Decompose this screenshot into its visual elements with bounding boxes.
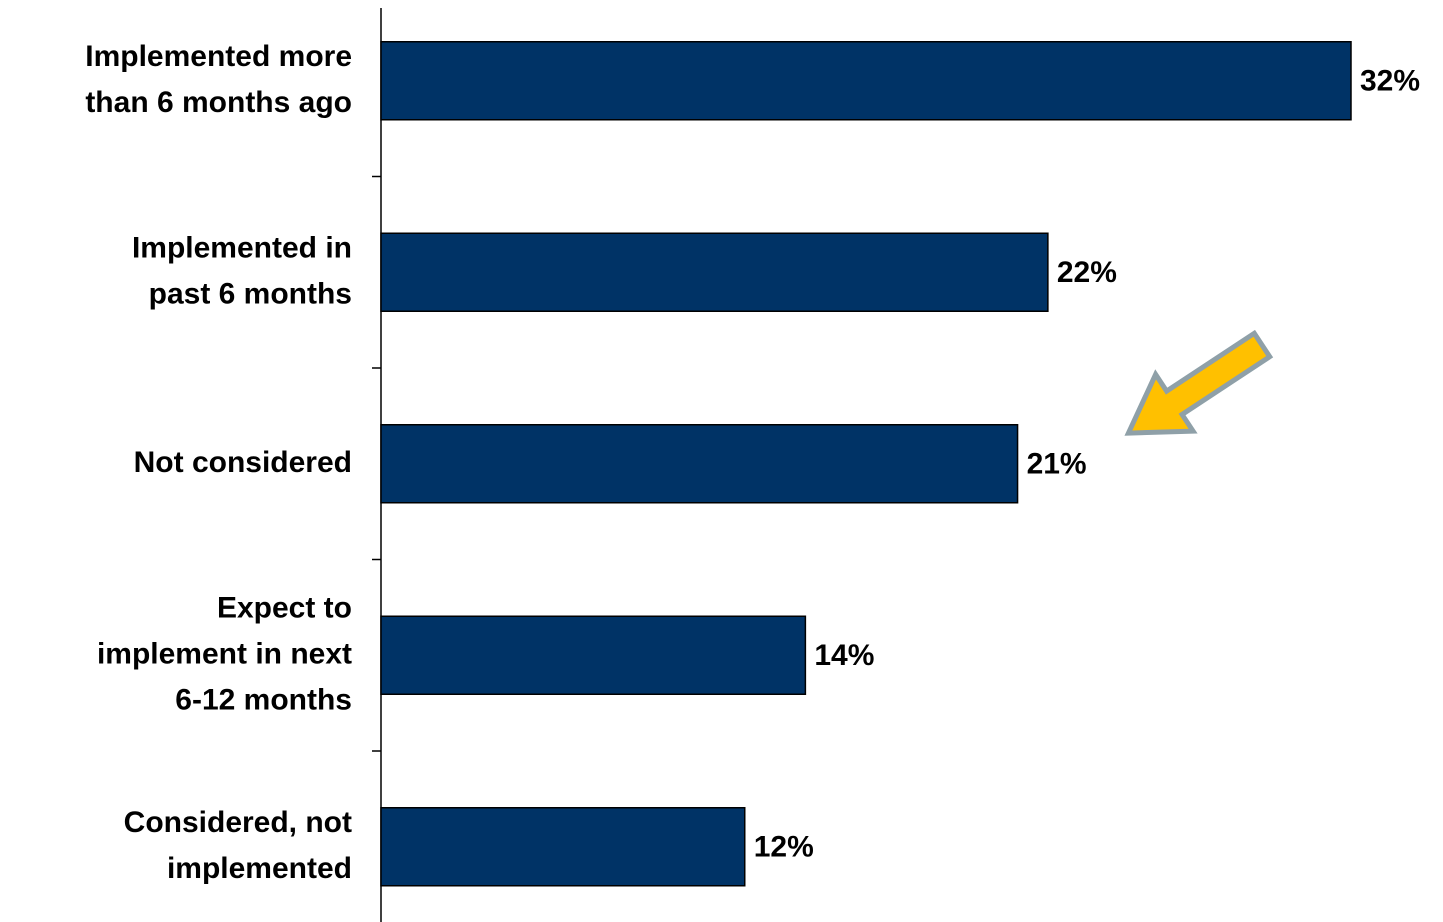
y-tick-label: Implemented in past 6 months <box>132 231 352 310</box>
y-tick-label: Considered, not implemented <box>124 806 352 885</box>
y-tick-label: Not considered <box>134 446 352 479</box>
y-tick-label: Expect to implement in next 6-12 months <box>97 591 352 716</box>
bar <box>380 232 1049 312</box>
bar <box>380 41 1352 121</box>
y-tick-label: Implemented more than 6 months ago <box>85 40 352 119</box>
value-label: 12% <box>754 831 814 864</box>
bar <box>380 807 746 887</box>
value-label: 32% <box>1360 65 1420 98</box>
bar <box>380 424 1019 504</box>
bar <box>380 615 807 695</box>
value-label: 21% <box>1027 448 1087 481</box>
value-label: 22% <box>1057 256 1117 289</box>
value-label: 14% <box>814 639 874 672</box>
arrow <box>1124 329 1274 436</box>
